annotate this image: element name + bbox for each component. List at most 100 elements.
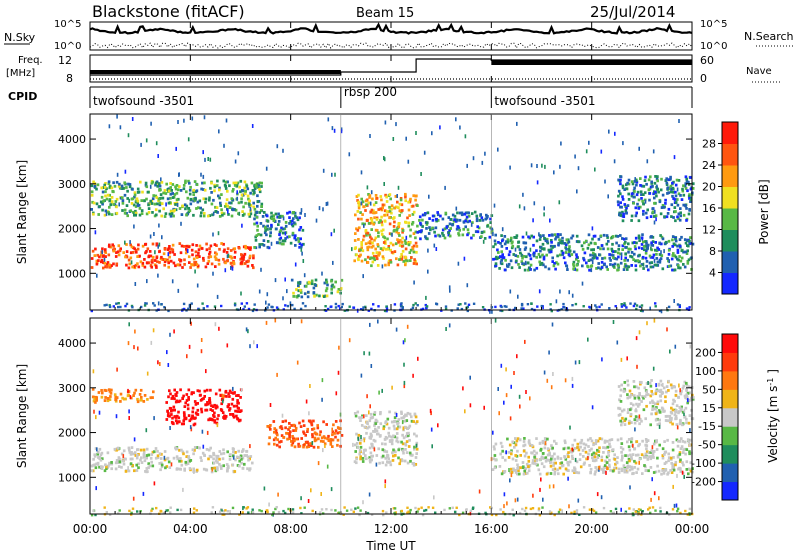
heatmap-cell xyxy=(381,461,385,465)
heatmap-cell xyxy=(183,258,186,262)
heatmap-cell xyxy=(428,226,431,229)
heatmap-cell xyxy=(376,244,380,248)
heatmap-cell xyxy=(100,467,104,470)
heatmap-cell xyxy=(226,468,229,472)
noise-cell xyxy=(571,383,574,388)
heatmap-cell xyxy=(152,194,155,197)
noise-cell xyxy=(506,501,508,506)
noise-cell xyxy=(449,288,451,293)
near-range-cell xyxy=(570,511,573,515)
heatmap-cell xyxy=(114,255,118,258)
noise-cell xyxy=(98,410,101,415)
heatmap-cell xyxy=(140,212,144,215)
heatmap-cell xyxy=(652,442,656,446)
heatmap-cell xyxy=(582,442,586,446)
heatmap-cell xyxy=(470,236,473,240)
heatmap-cell xyxy=(208,247,211,250)
heatmap-cell xyxy=(635,453,638,457)
heatmap-cell xyxy=(172,261,176,265)
heatmap-cell xyxy=(651,240,655,243)
noise-cell xyxy=(435,247,438,251)
heatmap-cell xyxy=(556,455,560,459)
heatmap-cell xyxy=(409,259,412,262)
heatmap-cell xyxy=(369,432,373,436)
noise-cell xyxy=(395,122,397,127)
heatmap-cell xyxy=(630,251,634,254)
noise-cell xyxy=(536,164,538,168)
heatmap-cell xyxy=(360,241,363,244)
heatmap-cell xyxy=(678,422,682,426)
heatmap-cell xyxy=(586,246,590,250)
noise-cell xyxy=(236,196,238,201)
near-range-cell xyxy=(518,511,522,515)
noise-cell xyxy=(483,405,485,410)
heatmap-cell xyxy=(371,241,374,245)
near-range-cell xyxy=(383,309,387,313)
heatmap-cell xyxy=(216,405,219,409)
heatmap-cell xyxy=(652,456,655,459)
heatmap-cell xyxy=(664,419,668,422)
heatmap-cell xyxy=(227,213,230,216)
heatmap-cell xyxy=(277,215,281,219)
heatmap-cell xyxy=(121,196,124,200)
heatmap-cell xyxy=(140,396,143,399)
noise-cell xyxy=(307,499,310,503)
heatmap-cell xyxy=(475,217,479,221)
near-range-cell xyxy=(284,511,287,515)
heatmap-cell xyxy=(580,438,584,442)
noise-cell xyxy=(437,423,439,428)
heatmap-cell xyxy=(253,246,256,249)
heatmap-cell xyxy=(691,187,695,190)
heatmap-cell xyxy=(566,461,569,464)
heatmap-cell xyxy=(624,262,627,266)
heatmap-cell xyxy=(384,420,388,423)
heatmap-cell xyxy=(241,214,245,217)
heatmap-cell xyxy=(210,262,214,266)
heatmap-cell xyxy=(177,410,180,414)
heatmap-cell xyxy=(208,401,212,405)
noise-cell xyxy=(448,323,451,328)
heatmap-cell xyxy=(324,289,328,293)
heatmap-cell xyxy=(120,184,124,188)
heatmap-cell xyxy=(140,461,144,464)
heatmap-cell xyxy=(516,467,519,470)
heatmap-cell xyxy=(465,215,469,219)
heatmap-cell xyxy=(230,201,233,205)
heatmap-cell xyxy=(405,432,409,435)
heatmap-cell xyxy=(235,455,239,459)
heatmap-cell xyxy=(660,242,663,246)
near-range-cell xyxy=(108,304,111,307)
heatmap-cell xyxy=(669,177,672,181)
heatmap-cell xyxy=(292,217,295,220)
heatmap-cell xyxy=(685,207,688,210)
heatmap-cell xyxy=(623,419,627,423)
heatmap-cell xyxy=(170,189,173,192)
heatmap-cell xyxy=(402,451,405,455)
heatmap-cell xyxy=(107,210,110,214)
heatmap-cell xyxy=(570,450,573,454)
noise-cell xyxy=(249,207,252,212)
heatmap-cell xyxy=(632,195,636,199)
heatmap-cell xyxy=(638,239,641,242)
heatmap-cell xyxy=(636,202,639,206)
near-range-cell xyxy=(282,509,285,513)
heatmap-cell xyxy=(222,464,225,468)
heatmap-cell xyxy=(286,432,290,435)
heatmap-cell xyxy=(103,183,106,187)
noise-cell xyxy=(670,417,673,422)
heatmap-cell xyxy=(186,196,190,200)
heatmap-cell xyxy=(200,410,204,414)
heatmap-cell xyxy=(379,195,383,198)
noise-cell xyxy=(455,206,458,211)
heatmap-cell xyxy=(546,453,550,457)
heatmap-cell xyxy=(280,427,284,431)
heatmap-cell xyxy=(680,405,683,409)
heatmap-cell xyxy=(412,250,416,254)
heatmap-cell xyxy=(232,404,236,408)
heatmap-cell xyxy=(592,443,595,447)
heatmap-cell xyxy=(161,257,164,261)
near-range-cell xyxy=(103,304,106,307)
heatmap-cell xyxy=(208,448,211,452)
noise-cell xyxy=(368,492,371,497)
